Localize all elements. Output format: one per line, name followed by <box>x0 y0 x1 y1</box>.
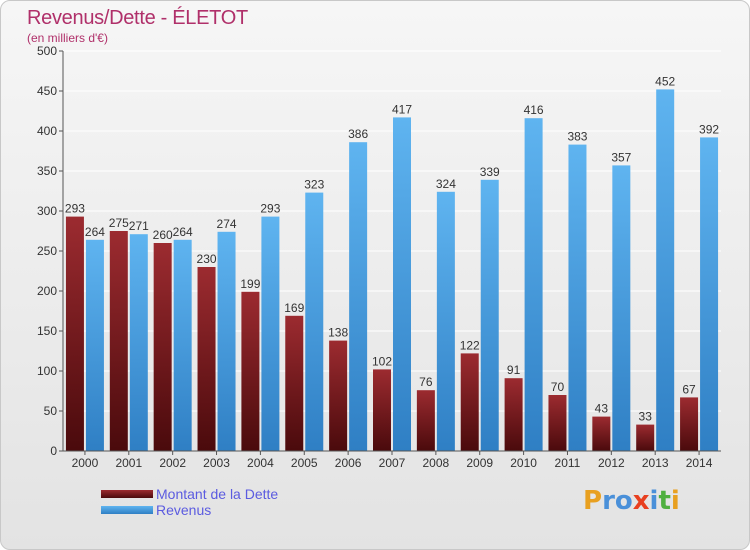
x-tick-label: 2010 <box>510 456 537 470</box>
bar-dette <box>504 378 523 451</box>
x-tick-label: 2003 <box>203 456 230 470</box>
bar-revenus <box>480 179 499 452</box>
bar-revenus <box>349 142 368 451</box>
x-tick-label: 2013 <box>642 456 669 470</box>
value-label-dette: 67 <box>682 382 696 396</box>
y-tick-label: 50 <box>44 404 58 418</box>
value-label-revenus: 417 <box>392 102 412 116</box>
value-label-dette: 91 <box>507 363 521 377</box>
bar-dette <box>373 369 391 451</box>
bar-dette <box>241 291 260 451</box>
x-tick-label: 2002 <box>159 456 186 470</box>
bar-dette <box>592 416 611 451</box>
bar-revenus <box>305 192 324 451</box>
value-label-dette: 230 <box>197 252 217 266</box>
bar-dette <box>197 267 216 451</box>
bar-revenus <box>436 191 455 452</box>
value-label-revenus: 339 <box>480 165 500 179</box>
value-label-revenus: 264 <box>85 225 105 239</box>
legend-label-dette: Montant de la Dette <box>156 486 279 502</box>
x-tick-label: 2008 <box>423 456 450 470</box>
bar-dette <box>109 231 128 451</box>
x-tick-label: 2007 <box>379 456 406 470</box>
value-label-revenus: 452 <box>655 74 675 88</box>
y-tick-label: 450 <box>37 84 57 98</box>
bar-dette <box>548 395 567 451</box>
bar-revenus <box>568 144 587 451</box>
y-tick-label: 100 <box>37 364 57 378</box>
legend-swatch-dette <box>101 490 153 498</box>
value-label-revenus: 357 <box>611 150 631 164</box>
value-label-dette: 76 <box>419 375 433 389</box>
y-tick-label: 0 <box>50 444 57 458</box>
value-label-dette: 122 <box>460 338 480 352</box>
x-tick-label: 2004 <box>247 456 274 470</box>
x-tick-label: 2014 <box>686 456 713 470</box>
value-label-revenus: 392 <box>699 122 719 136</box>
value-label-dette: 33 <box>639 410 653 424</box>
y-tick-label: 400 <box>37 124 57 138</box>
value-label-dette: 138 <box>328 326 348 340</box>
value-label-revenus: 383 <box>567 130 587 144</box>
bar-dette <box>680 397 699 451</box>
value-label-dette: 43 <box>595 402 609 416</box>
chart-title: Revenus/Dette - ÉLETOT <box>27 7 248 29</box>
legend-swatch-revenus <box>101 506 153 514</box>
bar-revenus <box>700 137 719 451</box>
x-tick-label: 2011 <box>555 456 581 470</box>
value-label-dette: 260 <box>153 228 173 242</box>
bar-dette <box>416 390 435 451</box>
bar-dette <box>636 424 655 451</box>
value-label-revenus: 264 <box>173 225 193 239</box>
bar-revenus <box>173 239 192 451</box>
bar-revenus <box>129 234 148 451</box>
value-label-revenus: 323 <box>304 178 324 192</box>
value-label-revenus: 324 <box>436 177 456 191</box>
bar-revenus <box>85 239 104 451</box>
bar-dette <box>285 315 304 451</box>
value-label-dette: 199 <box>240 277 260 291</box>
bar-revenus <box>612 165 631 451</box>
value-label-dette: 293 <box>65 202 85 216</box>
y-tick-label: 500 <box>37 44 57 58</box>
bar-dette <box>153 243 172 451</box>
bar-revenus <box>656 89 675 452</box>
value-label-revenus: 271 <box>129 219 149 233</box>
y-tick-label: 250 <box>37 244 57 258</box>
chart-subtitle: (en milliers d'€) <box>27 31 108 45</box>
value-label-dette: 70 <box>551 380 565 394</box>
bar-revenus <box>393 117 411 452</box>
y-tick-label: 200 <box>37 284 57 298</box>
bar-revenus <box>261 216 280 451</box>
value-label-revenus: 274 <box>217 217 237 231</box>
value-label-revenus: 293 <box>260 202 280 216</box>
x-tick-label: 2012 <box>598 456 625 470</box>
y-tick-label: 350 <box>37 164 57 178</box>
value-label-revenus: 386 <box>348 127 368 141</box>
value-label-dette: 275 <box>109 216 129 230</box>
x-tick-label: 2006 <box>335 456 362 470</box>
x-tick-label: 2005 <box>291 456 318 470</box>
legend-label-revenus: Revenus <box>156 502 212 518</box>
bar-revenus <box>217 231 236 451</box>
x-tick-label: 2000 <box>72 456 99 470</box>
bar-dette <box>65 216 84 451</box>
value-label-revenus: 416 <box>524 103 544 117</box>
y-tick-label: 150 <box>37 324 57 338</box>
y-tick-label: 300 <box>37 204 57 218</box>
value-label-dette: 102 <box>372 354 392 368</box>
x-tick-label: 2001 <box>115 456 142 470</box>
x-tick-label: 2009 <box>466 456 493 470</box>
value-label-dette: 169 <box>284 301 304 315</box>
bar-dette <box>460 353 479 451</box>
bar-dette <box>329 340 348 451</box>
bar-revenus <box>524 118 543 451</box>
proxiti-logo: Proxiti <box>583 486 680 516</box>
